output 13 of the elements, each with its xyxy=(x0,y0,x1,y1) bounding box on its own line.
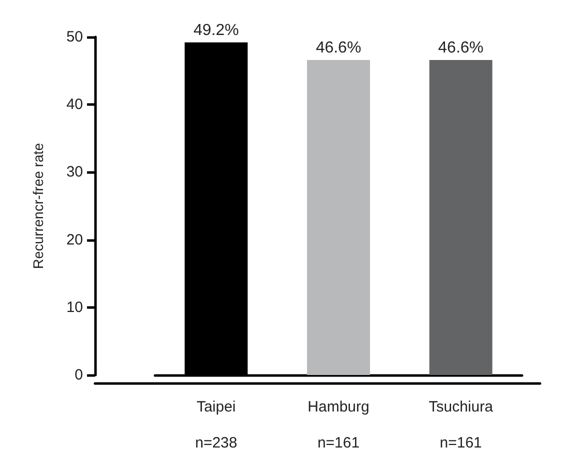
y-tick-label: 50 xyxy=(66,28,83,46)
category-label: Taipei n=238 xyxy=(195,398,238,452)
data-label: 46.6% xyxy=(438,39,484,56)
y-tick-label: 30 xyxy=(66,164,83,181)
data-label: 46.6% xyxy=(316,39,362,56)
y-tick-label: 10 xyxy=(66,298,83,316)
y-tick-label: 0 xyxy=(74,366,83,384)
category-label: Hamburg n=161 xyxy=(308,398,370,452)
y-tick-label: 40 xyxy=(66,96,83,114)
y-tick-label: 20 xyxy=(66,231,83,248)
category-label: Tsuchiura n=161 xyxy=(428,398,493,452)
y-axis-title: Recurrencr-free rate xyxy=(30,142,46,270)
data-label: 49.2% xyxy=(193,22,239,39)
